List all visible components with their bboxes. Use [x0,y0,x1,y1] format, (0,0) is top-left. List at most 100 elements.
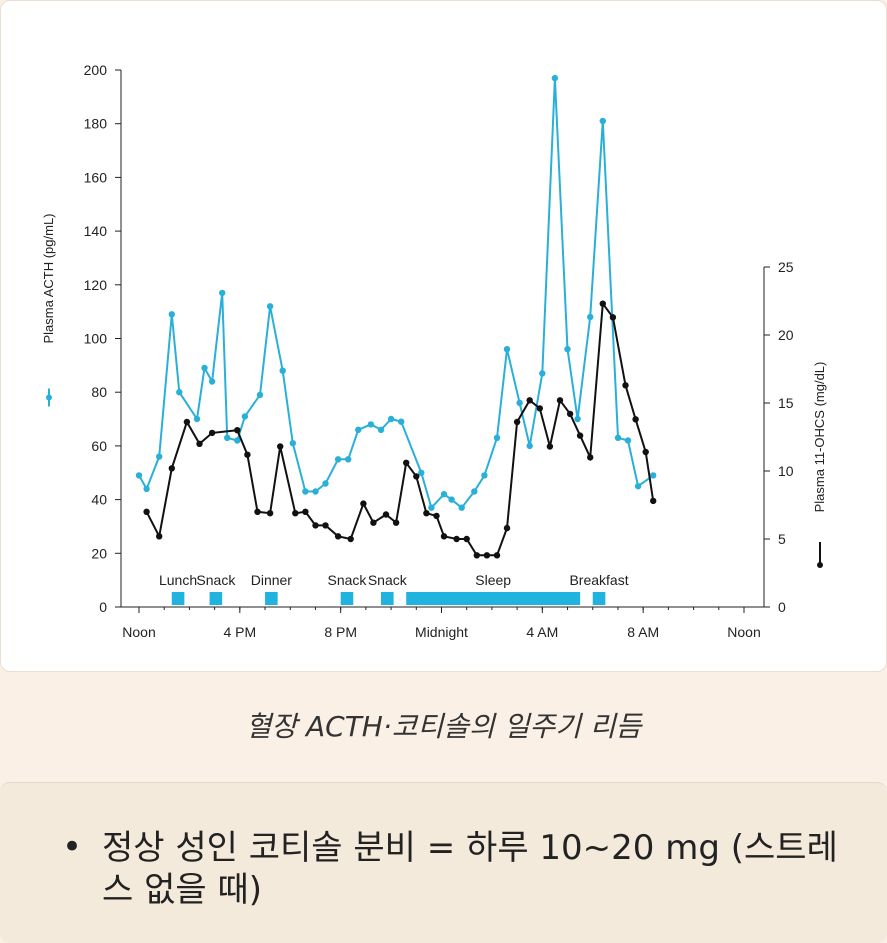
acth-data-point [614,434,622,441]
ohcs-data-point [546,443,554,450]
right-tick-label: 25 [778,259,794,275]
acth-data-point [428,504,435,511]
acth-data-point [302,488,309,495]
acth-data-point [322,480,329,487]
left-tick-label: 0 [99,599,107,615]
acth-data-point [440,491,448,498]
ohcs-data-point [483,552,491,559]
ohcs-data-point [403,459,410,466]
ohcs-data-point [392,519,400,526]
acth-data-point [458,504,465,511]
acth-data-point [526,442,533,450]
ohcs-data-point [347,535,354,543]
acth-data-point [387,415,395,423]
event-label: Breakfast [569,572,628,588]
acth-data-point [279,367,286,374]
ohcs-data-point [526,397,533,404]
x-tick-label: 4 AM [526,624,558,640]
ohcs-data-point [493,552,501,559]
acth-data-point [493,434,501,441]
ohcs-data-point [609,314,617,321]
ohcs-data-point [576,432,584,439]
event-label: Dinner [251,572,293,588]
acth-data-point [448,496,455,503]
acth-data-point [312,488,319,495]
ohcs-data-point [254,508,261,515]
acth-data-point [193,415,201,423]
event-bar [381,592,394,605]
ohcs-data-point [587,454,594,461]
acth-data-point [143,485,150,493]
right-tick-label: 0 [778,599,786,615]
event-label: Snack [368,572,408,588]
event-bar [209,592,223,605]
ohcs-data-point [302,508,309,515]
acth-data-point [624,437,632,444]
x-tick-label: 8 AM [627,624,659,640]
acth-data-point [471,488,478,495]
acth-data-point [398,418,405,425]
ohcs-data-point [536,405,543,412]
left-tick-label: 200 [84,62,108,78]
acth-data-point [256,391,264,399]
ohcs-data-point [433,512,440,520]
acth-data-point [219,289,226,297]
chart-card: 0 20 40 60 80 100 120 140 160 180 200 0 5 10 15 20 25 Noo… [0,0,887,672]
acth-data-point [418,469,425,476]
ohcs-data-point [334,533,342,540]
acth-data-point [208,378,216,385]
right-tick-label: 5 [778,531,786,547]
acth-data-point [503,346,511,353]
ohcs-data-point [208,429,216,437]
acth-data-point [539,370,546,377]
acth-data-point [355,426,362,433]
ohcs-data-point [632,416,639,423]
ohcs-data-point [244,451,251,458]
left-axis-title: Plasma ACTH (pg/mL) [41,213,56,343]
ohcs-series-line [145,300,655,557]
ohcs-legend-dot [817,562,823,568]
acth-data-point [201,364,208,372]
acth-data-point [574,415,581,423]
note-box: • 정상 성인 코티솔 분비 = 하루 10~20 mg (스트레스 없을 때) [0,782,887,943]
x-tick-label: Noon [727,624,760,640]
left-tick-label: 120 [84,277,108,293]
acth-data-point [634,483,642,490]
acth-data-point [224,434,231,441]
ohcs-data-point [168,465,175,472]
left-tick-label: 100 [84,331,108,347]
bullet-marker: • [62,827,83,867]
ohcs-data-point [642,448,649,456]
acth-data-point [516,399,523,407]
acth-data-point [168,311,175,318]
acth-data-point [599,117,606,125]
x-tick-label: Midnight [415,624,468,640]
acth-data-point [234,437,241,444]
event-bar [265,592,278,605]
ohcs-data-point [423,510,430,517]
acth-data-point [481,472,488,479]
right-tick-label: 15 [778,395,794,411]
ohcs-data-point [360,500,367,507]
left-tick-label: 20 [91,545,107,561]
ohcs-data-point [599,300,606,307]
ohcs-data-point [503,524,511,532]
left-tick-label: 60 [91,438,107,454]
event-bar [340,592,354,605]
ohcs-data-point [292,510,299,517]
figure-caption: 혈장 ACTH·코티솔의 일주기 리듬 [245,710,642,743]
ohcs-data-point [650,497,657,505]
right-tick-label: 10 [778,463,794,479]
ohcs-data-point [463,535,470,543]
acth-data-point [587,313,594,321]
right-tick-label: 20 [778,327,794,343]
ohcs-data-point [453,535,460,543]
acth-data-point [266,303,274,310]
acth-series-line [138,78,654,510]
ohcs-data-point [196,440,203,447]
event-label: Lunch [159,572,197,588]
ohcs-data-point [622,382,629,389]
acth-data-point [564,346,571,353]
left-tick-label: 140 [84,223,108,239]
left-tick-label: 160 [84,169,108,185]
